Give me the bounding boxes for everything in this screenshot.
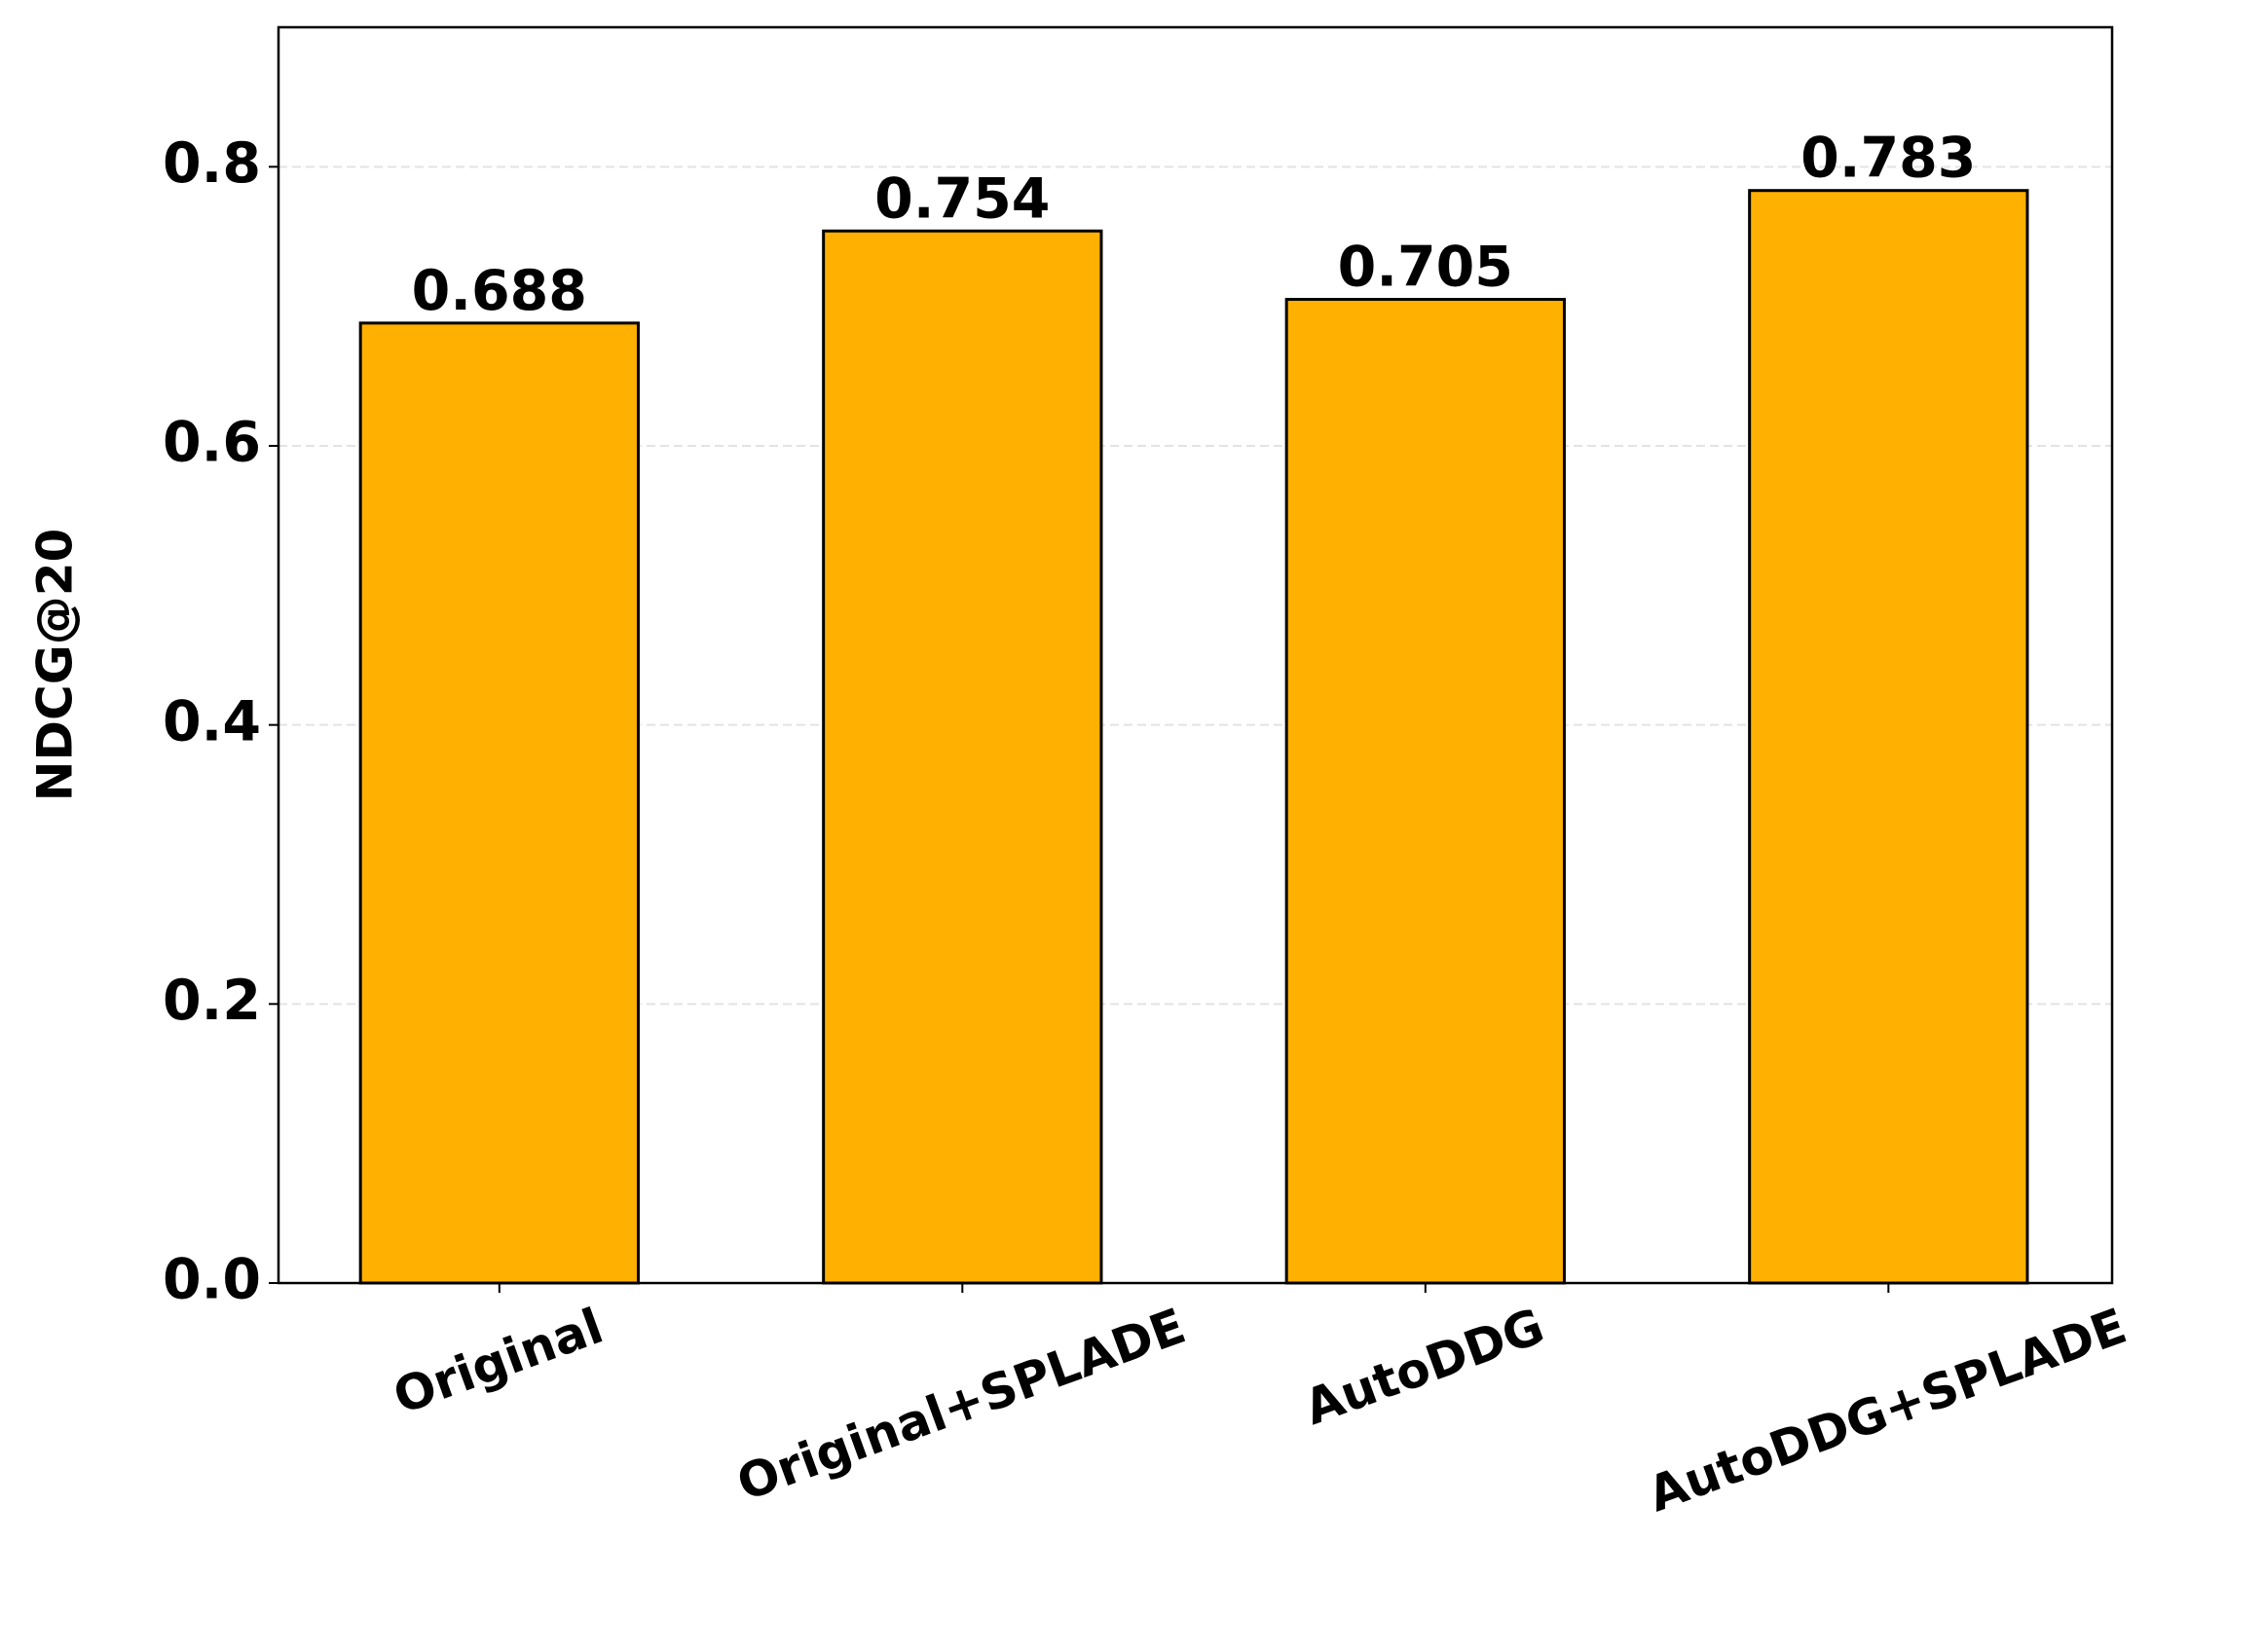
plot-frame [277,25,2114,1285]
bar [1748,189,2029,1285]
y-axis-label: NDCG@20 [27,529,84,802]
value-label: 0.754 [874,166,1050,231]
bar [358,321,640,1285]
y-tick-label: 0.0 [163,1248,261,1312]
x-tick-label: AutoDDG+SPLADE [1641,1298,2134,1523]
value-label: 0.688 [412,259,587,323]
y-tick-label: 0.4 [163,689,261,753]
value-label: 0.705 [1338,236,1513,300]
bar [822,229,1103,1285]
x-tick-label: AutoDDG [1297,1298,1551,1436]
x-tick-label: Original+SPLADE [730,1298,1193,1512]
x-tick-label: Original [387,1298,611,1425]
bar [1284,298,1566,1285]
y-tick-label: 0.8 [163,131,261,196]
value-label: 0.783 [1800,127,1976,191]
y-tick-label: 0.2 [163,969,261,1033]
y-tick-label: 0.6 [163,411,261,475]
